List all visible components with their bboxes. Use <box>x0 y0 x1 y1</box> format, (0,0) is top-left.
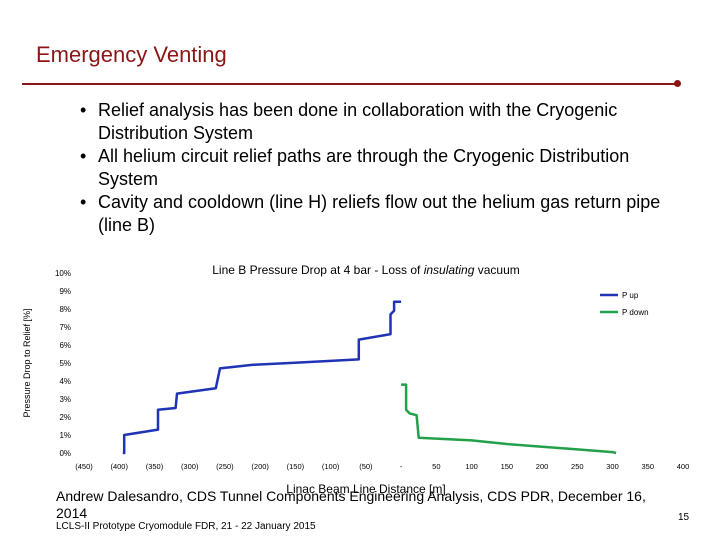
x-tick-label: (100) <box>322 462 340 471</box>
x-tick-label: 300 <box>606 462 619 471</box>
bullet-item: • Relief analysis has been done in collab… <box>74 99 694 144</box>
x-tick-label: (350) <box>146 462 164 471</box>
bullet-text: All helium circuit relief paths are thro… <box>98 146 630 189</box>
y-tick-label: 8% <box>59 305 71 314</box>
bullet-item: • Cavity and cooldown (line H) reliefs fl… <box>74 191 694 236</box>
y-tick-label: 10% <box>55 269 71 278</box>
bullet-item: • All helium circuit relief paths are thr… <box>74 145 694 190</box>
title-rule-end-dot <box>674 80 681 87</box>
x-tick-label: (150) <box>287 462 305 471</box>
y-tick-label: 4% <box>59 377 71 386</box>
bullet-marker: • <box>80 146 87 166</box>
legend-label: P down <box>622 308 649 317</box>
y-tick-label: 2% <box>59 413 71 422</box>
series-line-p-up <box>122 300 402 455</box>
x-tick-label: (450) <box>75 462 93 471</box>
x-tick-label: (400) <box>110 462 128 471</box>
x-tick-label: 100 <box>465 462 478 471</box>
x-tick-label: 50 <box>432 462 440 471</box>
x-tick-label: 250 <box>571 462 584 471</box>
y-tick-label: 0% <box>59 449 71 458</box>
y-tick-label: 9% <box>59 287 71 296</box>
y-tick-label: 1% <box>59 431 71 440</box>
y-tick-label: 7% <box>59 323 71 332</box>
bullet-list: • Relief analysis has been done in collab… <box>74 99 694 237</box>
chart-title: Line B Pressure Drop at 4 bar - Loss of … <box>212 263 520 277</box>
series-line-p-down <box>401 383 617 455</box>
x-tick-label: 200 <box>536 462 549 471</box>
x-tick-label: 400 <box>677 462 690 471</box>
y-axis-label: Pressure Drop to Relief [%] <box>22 308 32 417</box>
bullet-text: Cavity and cooldown (line H) reliefs flo… <box>98 192 661 235</box>
x-tick-label: 150 <box>501 462 514 471</box>
bullet-marker: • <box>80 100 87 120</box>
bullet-text: Relief analysis has been done in collabo… <box>98 100 618 143</box>
x-tick-label: (50) <box>359 462 373 471</box>
bullet-marker: • <box>80 192 87 212</box>
x-tick-label: (200) <box>251 462 269 471</box>
y-tick-label: 6% <box>59 341 71 350</box>
page-number: 15 <box>678 512 690 523</box>
x-tick-label: (250) <box>216 462 234 471</box>
x-tick-label: - <box>400 462 403 471</box>
y-tick-label: 3% <box>59 395 71 404</box>
legend-label: P up <box>622 291 639 300</box>
footer-event: LCLS-II Prototype Cryomodule FDR, 21 - 2… <box>56 521 316 532</box>
slide-title: Emergency Venting <box>36 42 227 67</box>
title-rule <box>22 83 676 85</box>
x-axis-label: Linac Beam Line Distance [m] <box>286 482 445 496</box>
x-tick-label: (300) <box>181 462 199 471</box>
footer-credit: Andrew Dalesandro, CDS Tunnel Components… <box>56 488 646 521</box>
x-tick-label: 350 <box>642 462 655 471</box>
y-tick-label: 5% <box>59 359 71 368</box>
